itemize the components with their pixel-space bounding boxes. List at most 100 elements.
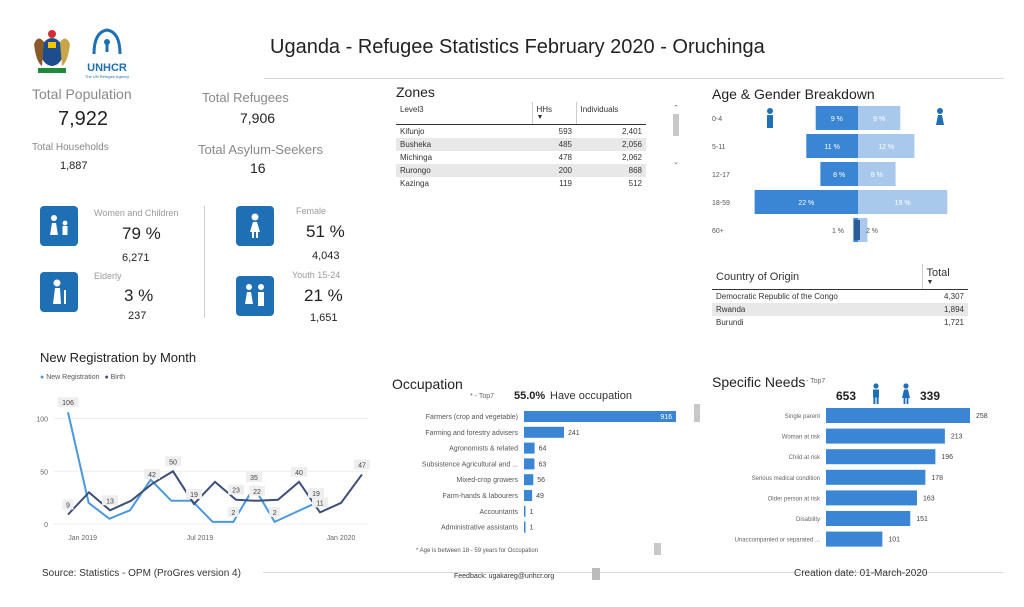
data-label-bg — [228, 484, 244, 495]
age-male-bar — [820, 162, 858, 186]
occupation-category-label: Subsistence Agricultural and ... — [422, 461, 518, 468]
y-tick-label: 50 — [40, 469, 48, 476]
needs-value-label: 163 — [923, 495, 935, 502]
occupation-category-label: Farmers (crop and vegetable) — [426, 414, 518, 421]
age-female-bar — [858, 106, 901, 130]
occupation-value-label: 1 — [530, 525, 534, 532]
occupation-bar — [524, 426, 564, 438]
zone-individuals-cell: 512 — [628, 179, 642, 188]
data-label: 19 — [312, 491, 320, 498]
country-name-cell: Rwanda — [712, 302, 922, 316]
data-label: 2 — [231, 510, 235, 517]
zones-row[interactable]: Busheka 485 2,056 — [396, 138, 646, 151]
footer-scroll-handle[interactable] — [592, 568, 600, 580]
country-row[interactable]: Democratic Republic of the Congo 4,307 — [712, 290, 968, 303]
occupation-category-label: Farm-hands & labourers — [443, 493, 519, 500]
age-female-icon — [936, 108, 944, 125]
country-row[interactable]: Burundi 1,721 — [712, 316, 968, 329]
occupation-bar — [524, 442, 535, 454]
scroll-up-icon[interactable]: ⌃ — [673, 105, 679, 112]
age-female-bar — [858, 190, 948, 214]
needs-category-label: Disability — [796, 517, 820, 523]
occupation-category-label: Mixed-crop growers — [457, 477, 519, 484]
total-refugees-value: 7,906 — [240, 110, 276, 126]
country-total-cell: 4,307 — [943, 291, 964, 301]
footer-feedback[interactable]: Feedback: ugakareg@unhcr.org — [454, 573, 555, 580]
zone-hhs-cell: 593 — [558, 127, 572, 136]
age-male-bar — [754, 190, 858, 214]
female-pct: 51 % — [306, 222, 345, 241]
age-male-label: 9 % — [831, 116, 843, 123]
age-female-bar — [858, 134, 915, 158]
zones-row[interactable]: Kazinga 119 512 — [396, 177, 646, 190]
age-group-label: 12-17 — [712, 172, 730, 179]
total-asylum-label: Total Asylum-Seekers — [198, 142, 323, 157]
occupation-footnote: * Age is between 18 - 59 years for Occup… — [416, 548, 539, 554]
female-label: Female — [296, 206, 327, 216]
occupation-subtitle: * - Top7 — [470, 393, 494, 400]
registration-legend: ● New Registration ● Birth — [40, 374, 125, 381]
age-female-bar — [858, 218, 868, 242]
zones-scrollbar[interactable]: ⌃ ⌄ — [672, 104, 680, 182]
women-children-label: Women and Children — [94, 208, 179, 218]
footer-divider — [263, 572, 1003, 573]
zone-hhs-cell: 200 — [532, 164, 576, 177]
needs-bar — [826, 469, 926, 485]
data-label-bg — [312, 497, 328, 508]
age-female-bar — [858, 162, 896, 186]
zone-name-cell: Kifunjo — [400, 127, 425, 136]
age-male-bar — [815, 106, 858, 130]
needs-category-label: Unaccompanied or separated ... — [735, 538, 821, 544]
legend-new-label: New Registration — [46, 374, 100, 381]
elderly-count: 237 — [128, 310, 147, 322]
data-label: 11 — [316, 500, 323, 507]
data-label-bg — [57, 397, 79, 408]
total-households-value: 1,887 — [60, 160, 88, 172]
occupation-have-pct: 55.0% — [514, 390, 546, 402]
zones-table: Level3 HHs ▼ Individuals Kifunjo 593 2,401 B… — [396, 102, 646, 190]
data-label: 42 — [148, 472, 156, 479]
elderly-icon — [40, 272, 78, 312]
age-female-label: 9 % — [873, 116, 885, 123]
needs-bar — [826, 531, 883, 547]
country-table: Country of Origin Total ▼ Democratic Repu… — [712, 264, 968, 329]
age-female-label: 8 % — [871, 172, 883, 179]
needs-female-icon — [900, 383, 912, 410]
zone-name-cell: Kazinga — [400, 179, 429, 188]
occupation-value-label: 49 — [536, 493, 544, 500]
age-group-label: 18-59 — [712, 200, 730, 207]
needs-category-label: Child at risk — [789, 455, 821, 461]
data-label-bg — [291, 466, 307, 477]
zones-col-level3[interactable]: Level3 — [396, 102, 532, 125]
age-gender-chart: 0-4 9 % 9 % 5-11 11 % 12 % 12-17 8 % 8 % 18-59 22 … — [706, 100, 1006, 250]
legend-birth-label: Birth — [110, 374, 126, 381]
occupation-resize-handle[interactable] — [654, 543, 661, 555]
zones-row[interactable]: Rurongo 200 868 — [396, 164, 646, 177]
data-label: 19 — [190, 492, 198, 499]
needs-value-label: 178 — [931, 475, 943, 482]
age-male-bar — [806, 134, 858, 158]
occupation-category-label: Agronomists & related — [449, 446, 518, 453]
zones-row[interactable]: Kifunjo 593 2,401 — [396, 125, 646, 139]
zone-hhs-cell: 485 — [532, 138, 576, 151]
unhcr-logo-text: UNHCR — [87, 62, 127, 74]
female-count: 4,043 — [312, 250, 340, 262]
occupation-scroll-thumb[interactable] — [694, 404, 700, 422]
country-col-name[interactable]: Country of Origin — [712, 264, 922, 290]
country-name-cell: Democratic Republic of the Congo — [716, 291, 838, 301]
scroll-down-icon[interactable]: ⌄ — [673, 159, 679, 166]
age-male-label: 11 % — [824, 144, 839, 151]
occupation-category-label: Farming and forestry advisers — [425, 430, 518, 437]
zones-col-individuals[interactable]: Individuals — [575, 102, 646, 125]
data-label-bg — [308, 487, 324, 498]
needs-bar — [826, 449, 936, 465]
age-female-label: 2 % — [866, 228, 878, 235]
needs-bar — [826, 428, 945, 444]
needs-value-label: 258 — [976, 413, 988, 420]
country-col-total[interactable]: Total ▼ — [921, 264, 968, 290]
zones-col-hhs[interactable]: HHs ▼ — [531, 102, 576, 125]
zones-row[interactable]: Michinga 478 2,062 — [396, 151, 646, 164]
zones-scroll-thumb[interactable] — [673, 114, 679, 136]
needs-category-label: Single parent — [785, 414, 821, 420]
country-row[interactable]: Rwanda 1,894 — [712, 302, 968, 316]
